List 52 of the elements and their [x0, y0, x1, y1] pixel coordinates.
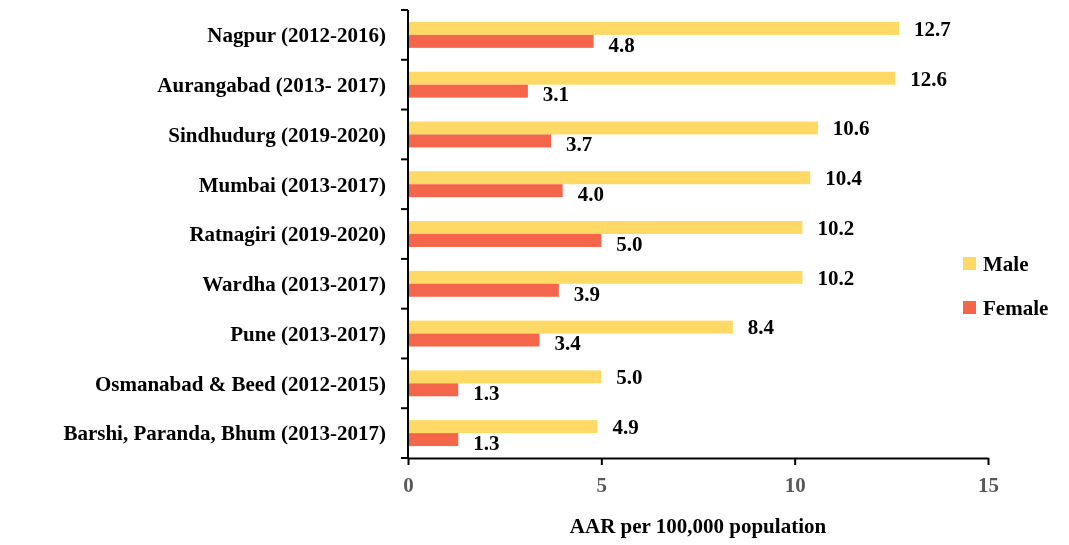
bar	[408, 171, 811, 185]
bar	[408, 71, 896, 85]
data-label: 8.4	[747, 315, 775, 340]
data-label: 3.1	[542, 82, 570, 107]
data-label: 5.0	[616, 365, 643, 390]
data-label: 12.6	[910, 66, 947, 91]
bar	[408, 283, 559, 297]
bar	[408, 234, 602, 247]
data-label: 12.7	[914, 16, 951, 41]
data-label: 3.9	[573, 281, 601, 306]
data-label: 3.7	[566, 132, 593, 157]
data-label: 10.2	[817, 215, 855, 240]
data-label: 4.8	[608, 32, 635, 57]
bar	[408, 121, 818, 135]
bar	[408, 134, 552, 148]
bar	[408, 270, 803, 284]
x-tick-label: 15	[978, 472, 999, 497]
x-tick-label: 10	[784, 472, 806, 497]
data-label: 3.4	[554, 331, 582, 356]
bar	[408, 420, 598, 434]
y-tick-label: Aurangabad (2013- 2017)	[157, 73, 386, 98]
x-tick-label: 5	[596, 472, 608, 497]
legend-label: Female	[983, 296, 1049, 321]
data-label: 10.6	[832, 116, 870, 141]
data-label: 1.3	[473, 430, 500, 455]
y-tick-label: Pune (2013-2017)	[230, 321, 386, 346]
bar	[408, 333, 540, 347]
bar	[408, 221, 803, 234]
data-label: 5.0	[616, 231, 643, 256]
y-tick-label: Barshi, Paranda, Bhum (2013-2017)	[63, 421, 387, 446]
y-tick-label: Mumbai (2013-2017)	[198, 172, 386, 197]
bar	[408, 370, 602, 384]
bar	[408, 320, 733, 334]
y-tick-label: Ratnagiri (2019-2020)	[189, 222, 386, 247]
data-label: 4.9	[612, 414, 639, 439]
y-tick-label: Osmanabad & Beed (2012-2015)	[94, 371, 386, 396]
y-tick-label: Nagpur (2012-2016)	[207, 23, 386, 48]
data-label: 4.0	[577, 182, 604, 207]
x-tick-label: 0	[403, 472, 414, 497]
y-tick-label: Sindhudurg (2019-2020)	[168, 122, 387, 147]
data-label: 10.4	[825, 166, 863, 191]
data-label: 1.3	[473, 381, 500, 406]
bar	[408, 84, 528, 98]
bar	[408, 383, 459, 397]
x-axis-title: AAR per 100,000 population	[569, 514, 827, 538]
legend-label: Male	[983, 252, 1029, 277]
bar	[408, 21, 900, 35]
y-tick-label: Wardha (2013-2017)	[202, 272, 387, 297]
data-label: 10.2	[817, 265, 855, 290]
bar	[408, 34, 594, 48]
bar	[408, 433, 459, 447]
bar	[408, 184, 563, 198]
